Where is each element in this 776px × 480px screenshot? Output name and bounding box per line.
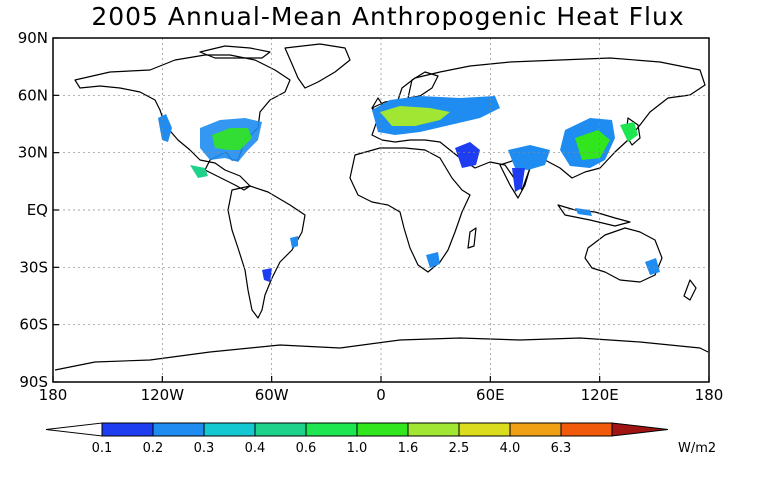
colorbar: 0.1 0.2 0.3 0.4 0.6 1.0 1.6 2.5 4.0 6.3 W/m2 [45,422,716,456]
colorbar-level-label: 0.3 [194,441,215,456]
flux-region-usa-core [212,128,252,150]
flux-region-middle-east [455,142,480,168]
colorbar-level-label: 4.0 [500,441,521,456]
colorbar-level-label: 1.6 [398,441,419,456]
flux-region-australia [645,258,660,275]
lat-label: 60N [18,86,48,104]
flux-region-argentina [262,268,272,282]
north-america-outline [74,54,291,191]
colorbar-segment [356,422,409,437]
flux-region-europe-core [380,106,450,126]
longitude-labels: 180 120W 60W 0 60E 120E 180 [39,376,724,404]
colorbar-segment [509,422,562,437]
colorbar-segment [101,422,154,437]
colorbar-level-label: 0.4 [245,441,266,456]
madagascar-outline [467,227,477,249]
lat-label: 60S [19,316,48,334]
lon-label: 0 [376,386,386,404]
lon-label: 60E [476,386,505,404]
flux-region-brazil [290,236,298,248]
flux-region-south-africa [426,252,440,268]
colorbar-min-triangle [45,422,103,437]
colorbar-segment [203,422,256,437]
colorbar-level-label: 0.6 [296,441,317,456]
antarctica-outline [54,337,709,371]
flux-region-japan [620,122,638,142]
lon-label: 180 [695,386,724,404]
greenland-outline [284,43,351,89]
colorbar-segment [305,422,358,437]
map-title: 2005 Annual-Mean Anthropogenic Heat Flux [91,2,685,31]
colorbar-segment [407,422,460,437]
flux-region-us-west [158,114,172,142]
lat-label: 30N [18,144,48,162]
lon-label: 180 [39,386,68,404]
colorbar-max-triangle [611,422,669,437]
colorbar-level-label: 1.0 [347,441,368,456]
lon-label: 120E [581,386,619,404]
colorbar-level-label: 6.3 [551,441,572,456]
arctic-islands-outline [199,45,271,59]
colorbar-segment [458,422,511,437]
colorbar-segment [254,422,307,437]
latitude-labels: 90N 60N 30N EQ 30S 60S 90S [18,29,59,391]
lat-label: 90S [19,373,48,391]
colorbar-level-label: 2.5 [449,441,470,456]
south-america-outline [227,185,306,319]
australia-outline [584,227,663,283]
heat-flux-patches [158,96,660,282]
grid-lines [53,38,709,382]
flux-region-india-south [512,168,525,192]
lat-label: EQ [27,201,48,219]
lat-label: 30S [19,258,48,276]
flux-region-mexico [190,165,208,178]
lon-label: 120W [141,386,185,404]
eurasia-outline [371,57,706,191]
new-zealand-outline [683,279,697,301]
colorbar-unit: W/m2 [678,441,716,456]
colorbar-level-label: 0.1 [92,441,113,456]
lon-label: 60W [255,386,289,404]
colorbar-segment [560,422,613,437]
lat-label: 90N [18,29,48,47]
africa-outline [349,147,471,273]
colorbar-segment [152,422,205,437]
flux-region-india [508,145,550,170]
colorbar-level-label: 0.2 [143,441,164,456]
